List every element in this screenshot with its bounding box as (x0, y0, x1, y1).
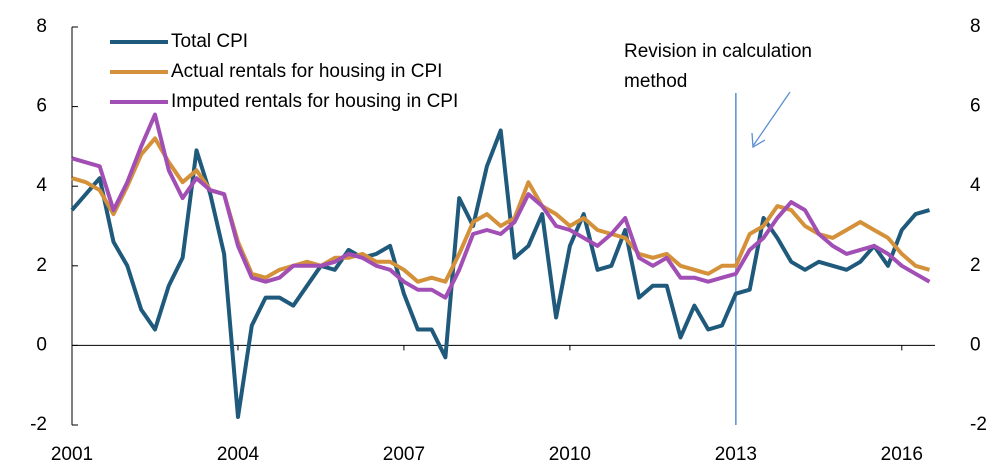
series-line (70, 128, 931, 419)
legend-label: Actual rentals for housing in CPI (171, 61, 442, 82)
y2-tick-label: -2 (970, 414, 987, 435)
annotation-line: method (624, 71, 687, 92)
y-tick-label: 2 (36, 255, 47, 276)
annotation-text: Revision in calculation method (624, 41, 812, 92)
y-tick-label: 0 (36, 334, 47, 355)
series-line (71, 112, 931, 300)
legend-label: Imputed rentals for housing in CPI (171, 91, 458, 112)
x-tick-label: 2004 (217, 444, 260, 465)
legend-label: Total CPI (171, 31, 248, 52)
annotation-line: Revision in calculation (624, 41, 812, 62)
x-tick-label: 2007 (383, 444, 425, 465)
y2-tick-label: 4 (970, 175, 981, 196)
y2-tick-label: 6 (970, 96, 981, 117)
y2-tick-label: 2 (970, 255, 981, 276)
y-tick-label: 8 (36, 16, 47, 37)
y-tick-label: 6 (36, 96, 47, 117)
annotation-arrow (752, 91, 791, 147)
x-tick-label: 2001 (51, 444, 93, 465)
y-tick-label: -2 (30, 414, 47, 435)
x-tick-label: 2010 (549, 444, 591, 465)
x-tick-label: 2016 (881, 444, 923, 465)
y2-tick-label: 0 (970, 334, 981, 355)
y2-tick-label: 8 (970, 16, 981, 37)
annotation-arrowhead (751, 132, 766, 149)
x-tick-label: 2013 (715, 444, 757, 465)
y-tick-label: 4 (36, 175, 47, 196)
